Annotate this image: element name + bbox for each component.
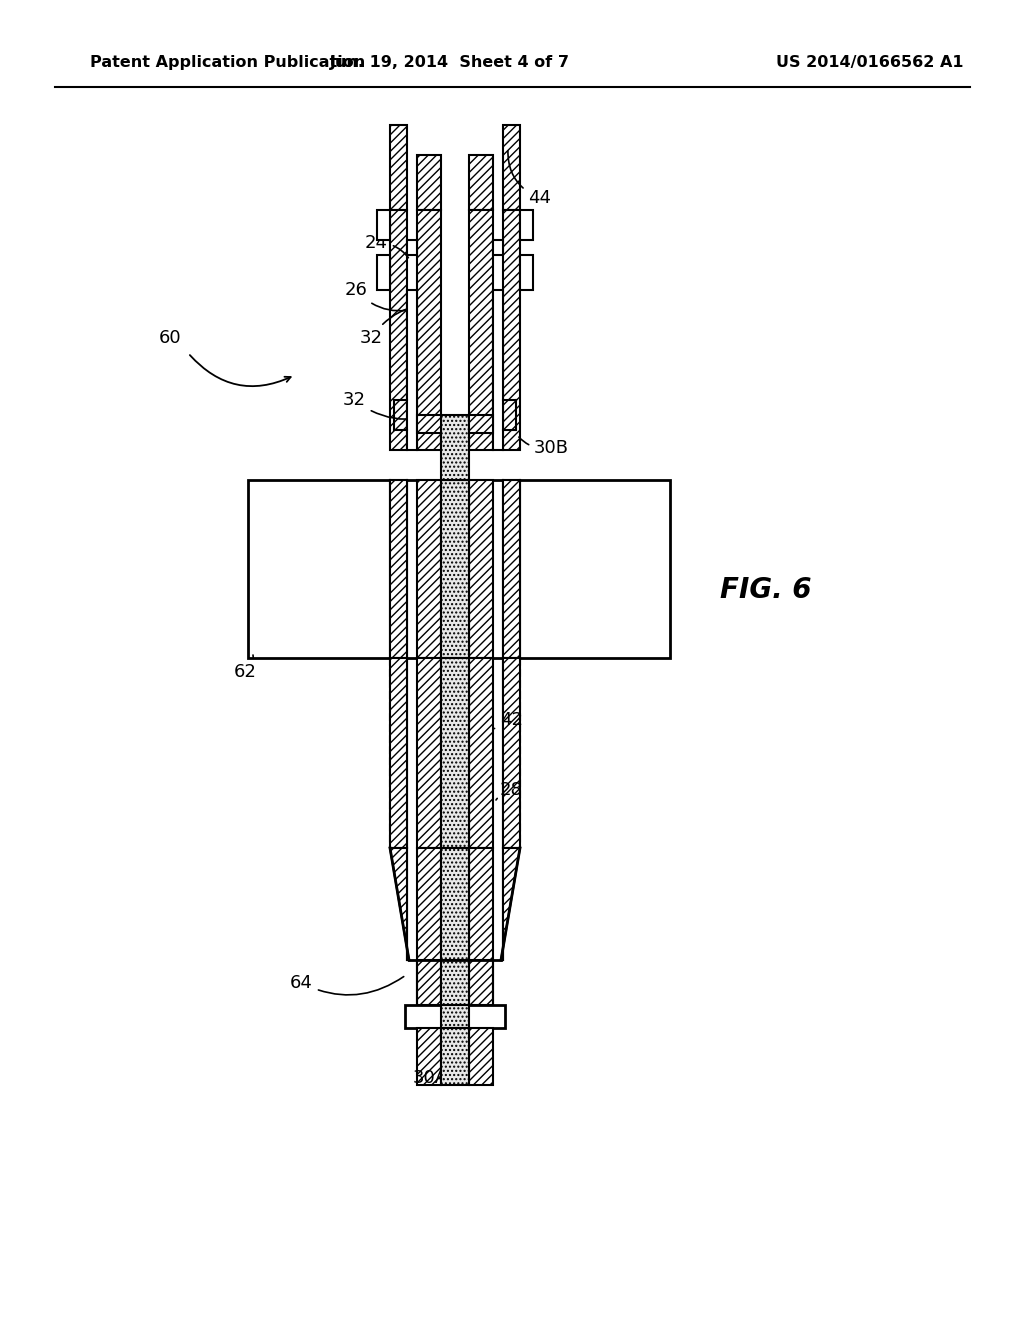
Text: 32: 32 (343, 391, 418, 424)
Bar (248, 480, 670, 657)
Bar (417, 480, 441, 657)
Bar (377, 255, 390, 290)
Bar (390, 125, 407, 210)
Bar (390, 210, 407, 450)
Bar (469, 210, 493, 450)
Text: 26: 26 (345, 281, 408, 310)
Bar (441, 1005, 469, 1028)
Bar (441, 960, 469, 1005)
Bar (469, 480, 493, 657)
Bar (441, 414, 469, 480)
Text: 32: 32 (360, 304, 418, 347)
Text: 62: 62 (234, 655, 257, 681)
Text: FIG. 6: FIG. 6 (720, 576, 811, 605)
Text: 28: 28 (496, 781, 523, 800)
Bar (390, 657, 407, 847)
Text: 60: 60 (159, 329, 181, 347)
Bar (390, 480, 407, 657)
Text: US 2014/0166562 A1: US 2014/0166562 A1 (776, 55, 964, 70)
Bar (469, 414, 493, 433)
Bar (469, 960, 493, 1005)
Bar (417, 1028, 441, 1085)
Polygon shape (390, 847, 409, 960)
Bar (417, 154, 441, 210)
Bar (417, 210, 441, 450)
Bar (469, 154, 493, 210)
Bar (493, 240, 503, 255)
Bar (503, 210, 520, 450)
Bar (503, 657, 520, 847)
Bar (417, 414, 441, 433)
Bar (441, 480, 469, 657)
Text: 42: 42 (475, 711, 523, 730)
Bar (469, 657, 493, 847)
Bar (406, 1005, 505, 1028)
Text: 24: 24 (365, 234, 409, 257)
Bar (503, 125, 520, 210)
Bar (469, 1028, 493, 1085)
Bar (503, 480, 520, 657)
Bar (417, 847, 441, 960)
Text: 44: 44 (508, 150, 551, 207)
Text: Jun. 19, 2014  Sheet 4 of 7: Jun. 19, 2014 Sheet 4 of 7 (330, 55, 570, 70)
Text: 64: 64 (290, 974, 403, 995)
Bar (417, 960, 441, 1005)
Text: 30B: 30B (519, 437, 569, 457)
Bar (520, 255, 534, 290)
Bar (377, 210, 390, 240)
Text: Patent Application Publication: Patent Application Publication (90, 55, 366, 70)
Text: 30A: 30A (413, 1069, 455, 1086)
Bar (441, 847, 469, 960)
Bar (441, 657, 469, 847)
Bar (407, 240, 417, 255)
Bar (417, 657, 441, 847)
Bar (469, 847, 493, 960)
Polygon shape (501, 847, 520, 960)
Bar (520, 210, 534, 240)
Bar (407, 290, 417, 450)
Bar (441, 1028, 469, 1085)
Bar (493, 290, 503, 450)
